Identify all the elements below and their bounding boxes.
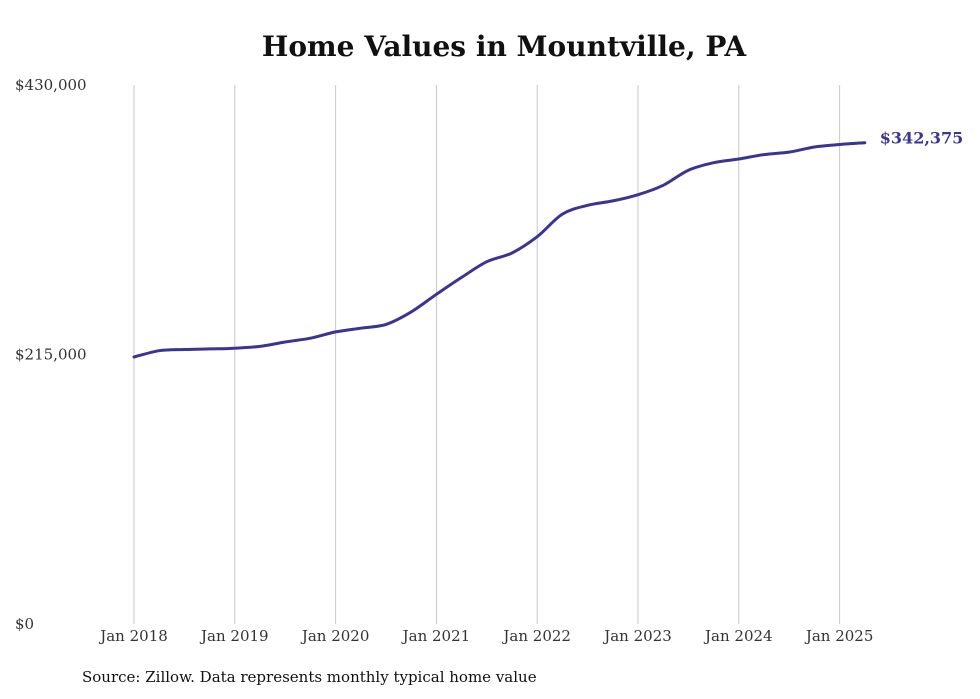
x-tick-label: Jan 2025	[804, 627, 874, 645]
x-axis-ticks: Jan 2018 Jan 2019 Jan 2020 Jan 2021 Jan 2022…	[98, 627, 873, 645]
source-note: Source: Zillow. Data represents monthly …	[82, 668, 537, 686]
x-tick-label: Jan 2023	[602, 627, 672, 645]
x-tick-label: Jan 2021	[401, 627, 471, 645]
series-line-home-value	[132, 141, 867, 359]
x-tick-label: Jan 2020	[300, 627, 370, 645]
x-tick-label: Jan 2019	[199, 627, 269, 645]
x-tick-label: Jan 2024	[703, 627, 773, 645]
end-value-label: $342,375	[880, 129, 964, 148]
x-tick-label: Jan 2018	[98, 627, 168, 645]
x-tick-label: Jan 2022	[501, 627, 571, 645]
gridlines	[133, 85, 841, 624]
y-tick-label: $215,000	[15, 346, 87, 364]
y-tick-label: $430,000	[15, 76, 87, 94]
y-tick-label: $0	[15, 615, 34, 633]
chart-title: Home Values in Mountville, PA	[261, 30, 747, 63]
y-axis-ticks: $0 $215,000 $430,000	[15, 76, 87, 633]
